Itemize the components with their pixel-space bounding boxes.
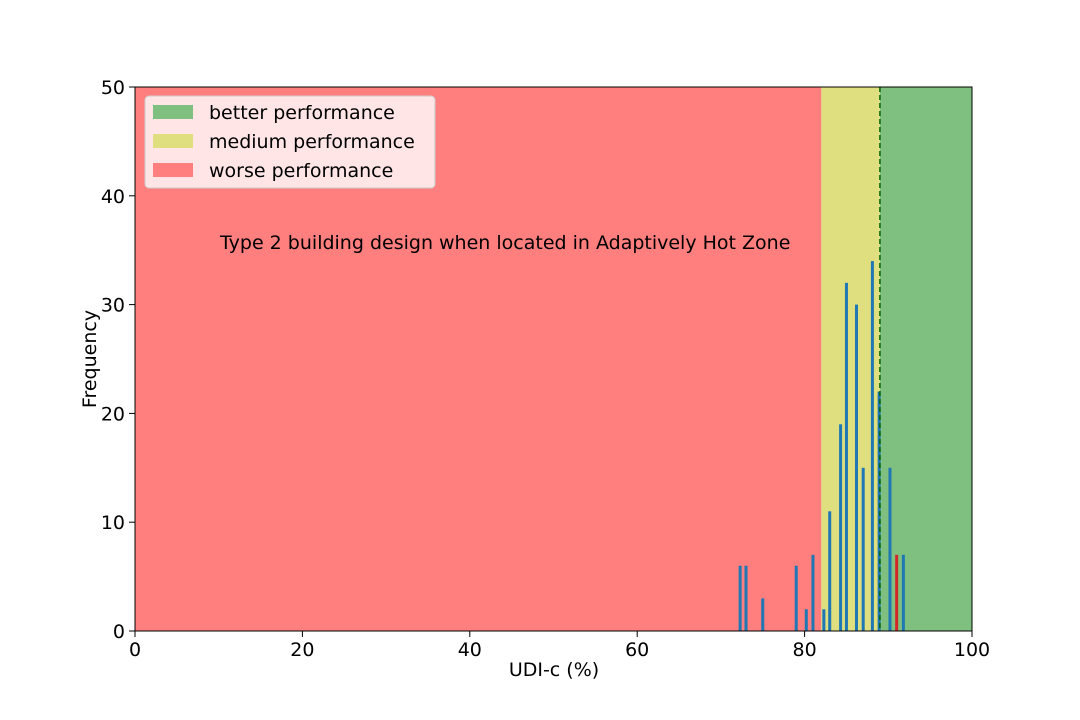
bar-highlight [895, 554, 899, 631]
bar [854, 304, 858, 631]
x-axis-ticks: 0 20 40 60 80 100 [129, 631, 990, 661]
y-tick-label: 0 [113, 621, 125, 643]
plot-frame [134, 86, 973, 632]
bar [844, 282, 848, 631]
bar [839, 424, 843, 631]
legend-label: better performance [209, 102, 395, 124]
bar [761, 598, 765, 631]
x-tick-label: 0 [129, 639, 141, 661]
bar [794, 565, 798, 631]
x-tick-label: 80 [793, 639, 817, 661]
legend-swatch [153, 134, 193, 148]
bar [888, 467, 892, 631]
bar [811, 554, 815, 631]
legend-box [144, 95, 436, 189]
chart-annotation: Type 2 building design when located in A… [219, 232, 790, 254]
bar [738, 565, 742, 631]
legend-swatch [153, 163, 193, 177]
y-tick-label: 10 [101, 512, 125, 534]
bar [901, 554, 905, 631]
bar [804, 609, 808, 631]
legend-label: medium performance [209, 131, 415, 153]
bar [744, 565, 748, 631]
x-axis-label: UDI-c (%) [509, 659, 599, 681]
x-tick-label: 60 [625, 639, 649, 661]
bar [828, 511, 832, 631]
histogram-bars [738, 261, 905, 631]
x-tick-label: 20 [290, 639, 314, 661]
bar [822, 609, 826, 631]
y-axis-label: Frequency [79, 310, 101, 408]
legend-label: worse performance [209, 160, 393, 182]
legend-swatch [153, 105, 193, 119]
x-tick-label: 40 [458, 639, 482, 661]
y-tick-label: 30 [101, 295, 125, 317]
y-tick-label: 50 [101, 77, 125, 99]
region-better [879, 87, 972, 631]
legend: better performance medium performance wors… [144, 95, 436, 189]
y-tick-label: 20 [101, 403, 125, 425]
y-tick-label: 40 [101, 186, 125, 208]
bar [877, 391, 881, 631]
bar [861, 467, 865, 631]
y-axis-ticks: 0 10 20 30 40 50 [101, 77, 135, 643]
bar [870, 261, 874, 631]
x-tick-label: 100 [954, 639, 990, 661]
